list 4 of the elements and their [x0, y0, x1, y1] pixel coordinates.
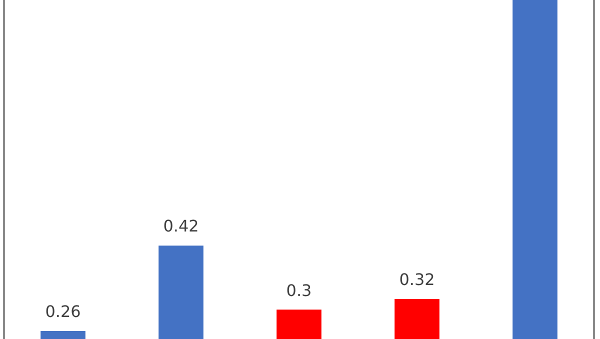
- data-label: 0.42: [163, 216, 199, 236]
- data-label: 0.26: [45, 302, 81, 322]
- data-label: 0.32: [399, 270, 435, 290]
- data-label: 0.3: [286, 280, 312, 300]
